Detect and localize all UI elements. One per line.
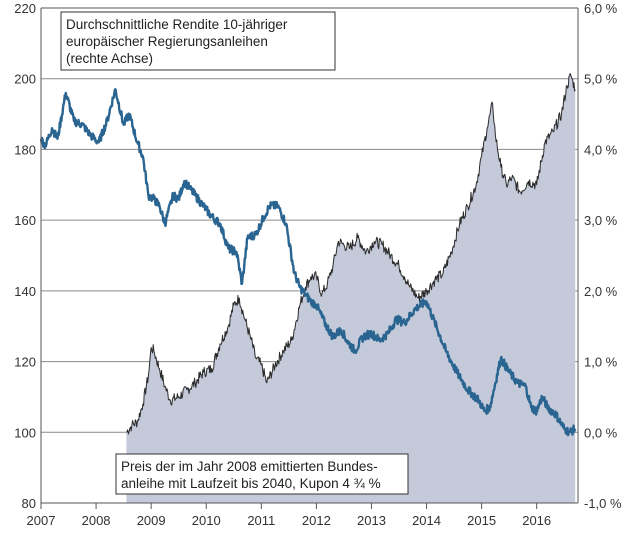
x-tick-label: 2014 [412, 513, 441, 528]
bond-annotation-box [115, 453, 409, 495]
bond-price-area-group [126, 73, 576, 503]
right-tick-label: 0,0 % [584, 425, 618, 440]
right-tick-label: -1,0 % [584, 496, 622, 511]
right-tick-label: 5,0 % [584, 72, 618, 87]
x-tick-label: 2009 [137, 513, 166, 528]
x-tick-label: 2007 [27, 513, 56, 528]
yield-annotation-text: europäischer Regierungsanleihen [66, 34, 268, 49]
annotations-group: Durchschnittliche Rendite 10-jähriger eur… [60, 11, 409, 495]
right-tick-label: 4,0 % [584, 142, 618, 157]
yield-annotation-text: Durchschnittliche Rendite 10-jähriger [66, 17, 288, 32]
x-tick-label: 2010 [192, 513, 221, 528]
x-tick-label: 2008 [82, 513, 111, 528]
left-tick-label: 220 [14, 1, 36, 16]
left-tick-label: 180 [14, 142, 36, 157]
axes-group [40, 7, 579, 504]
bond-annotation-text: Preis der im Jahr 2008 emittierten Bunde… [121, 459, 378, 474]
bond-price-line [126, 73, 576, 435]
bond-annotation: Preis der im Jahr 2008 emittierten Bunde… [115, 453, 409, 495]
left-tick-label: 120 [14, 355, 36, 370]
yield-line-group [39, 88, 577, 437]
right-tick-label: 2,0 % [584, 284, 618, 299]
x-tick-label: 2015 [467, 513, 496, 528]
right-tick-label: 3,0 % [584, 213, 618, 228]
x-tick-label: 2011 [247, 513, 275, 528]
right-tick-label: 6,0 % [584, 1, 618, 16]
left-tick-label: 200 [14, 72, 36, 87]
yield-line [39, 88, 577, 437]
yield-annotation: Durchschnittliche Rendite 10-jähriger eur… [60, 11, 336, 71]
left-tick-label: 100 [14, 425, 36, 440]
right-tick-label: 1,0 % [584, 355, 618, 370]
x-tick-label: 2016 [522, 513, 551, 528]
x-tick-label: 2013 [357, 513, 386, 528]
yield-annotation-text: (rechte Achse) [66, 51, 153, 66]
left-tick-label: 80 [22, 496, 36, 511]
left-tick-label: 160 [14, 213, 36, 228]
bond-price-area [126, 73, 576, 503]
x-tick-label: 2012 [302, 513, 331, 528]
tick-labels-group: 80 100 120 140 160 180 200 220 -1,0 % 0,0 % 1,0 % 2… [14, 1, 622, 528]
left-tick-label: 140 [14, 284, 36, 299]
yield-annotation-box [60, 11, 336, 71]
bond-annotation-text: anleihe mit Laufzeit bis 2040, Kupon 4 ¾… [121, 476, 381, 491]
